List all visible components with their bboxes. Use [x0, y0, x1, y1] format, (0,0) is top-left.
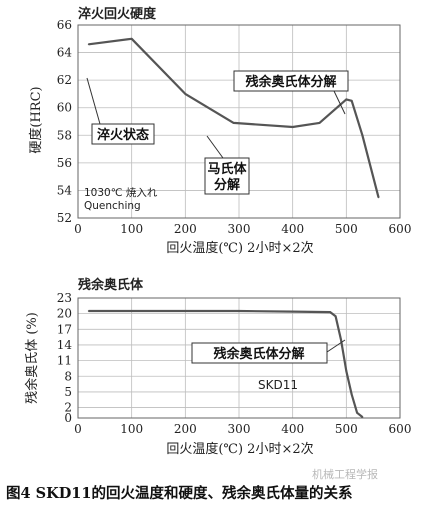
- figure-caption: 图4 SKD11的回火温度和硬度、残余奥氏体量的关系: [6, 484, 352, 502]
- y-tick-label: 66: [57, 18, 72, 32]
- annotation-skd11: SKD11: [258, 378, 298, 392]
- annotation-arrow-martensite: [206, 135, 224, 159]
- retained-austenite-chart: 残余奥氏体 0 100 200 300 400 500 60002581114172023 …: [24, 277, 411, 457]
- x-tick-label: 0: [74, 222, 82, 236]
- hardness-plot-frame: [77, 24, 401, 219]
- y-tick-label: 0: [64, 411, 72, 425]
- annotation-arrow-quenched: [86, 77, 101, 125]
- y-tick-label: 23: [57, 291, 72, 305]
- data-point: [329, 311, 332, 313]
- x-tick-label: 100: [120, 422, 143, 436]
- annotation-quench-temp: 1030℃ 焼入れ: [84, 187, 158, 199]
- ra-series: [87, 309, 364, 418]
- x-tick-label: 300: [228, 422, 251, 436]
- data-point: [291, 310, 294, 313]
- annotation-box-martensite: [204, 157, 250, 195]
- annotation-ra-decomp-bottom: 残余奥氏体分解: [213, 346, 304, 362]
- annotation-arrow-ra-top: [333, 90, 346, 115]
- annotation-box-ra-decomp-top: [233, 70, 349, 92]
- data-point: [350, 393, 353, 396]
- data-point: [130, 310, 133, 312]
- data-point: [334, 315, 337, 318]
- data-point: [356, 411, 358, 414]
- annotation-box-quenched: [91, 123, 155, 145]
- annotation-ra-decomp-top: 残余奥氏体分解: [245, 74, 336, 90]
- x-tick-label: 600: [389, 222, 412, 236]
- x-tick-label: 100: [120, 222, 143, 236]
- data-point: [340, 338, 342, 341]
- series-line: [88, 37, 380, 198]
- data-point: [345, 370, 348, 372]
- ra-chart-title: 残余奥氏体: [78, 277, 144, 293]
- y-tick-label: 56: [57, 156, 72, 170]
- x-tick-label: 300: [228, 222, 251, 236]
- y-tick-label: 62: [57, 73, 72, 87]
- ra-plot-frame: [77, 297, 401, 419]
- y-tick-label: 20: [57, 307, 72, 321]
- data-point: [184, 310, 187, 312]
- hardness-chart: 淬火回火硬度 0 100 200 300 400 500 600 52 54 56 58 60 62 64…: [28, 6, 411, 256]
- data-point: [87, 310, 90, 312]
- x-tick-label: 500: [335, 422, 358, 436]
- y-tick-label: 2: [64, 401, 72, 415]
- y-tick-label: 11: [57, 354, 72, 368]
- y-tick-label: 58: [57, 128, 72, 142]
- y-tick-label: 52: [57, 211, 72, 225]
- data-point: [87, 43, 90, 46]
- ra-y-label: 残余奥氏体 (%): [24, 312, 40, 404]
- annotation-quenched: 淬火状态: [97, 127, 149, 143]
- y-tick-label: 5: [64, 385, 72, 399]
- x-tick-label: 400: [281, 222, 304, 236]
- data-point: [345, 98, 348, 101]
- y-tick-label: 17: [57, 322, 72, 336]
- data-point: [318, 121, 321, 124]
- x-tick-label: 500: [335, 222, 358, 236]
- annotation-martensite-2: 分解: [214, 177, 240, 193]
- x-tick-label: 600: [389, 422, 412, 436]
- y-tick-label: 8: [64, 369, 72, 383]
- data-point: [361, 134, 364, 137]
- series-line: [88, 309, 364, 418]
- annotation-quenching: Quenching: [84, 200, 141, 212]
- hardness-chart-title: 淬火回火硬度: [78, 6, 157, 22]
- data-point: [361, 416, 364, 418]
- x-tick-label: 200: [174, 222, 197, 236]
- annotation-arrow-ra-bottom: [326, 339, 346, 353]
- hardness-ticks: 0 100 200 300 400 500 600 52 54 56 58 60 62 64 66: [57, 18, 412, 236]
- data-point: [130, 37, 133, 40]
- x-tick-label: 200: [174, 422, 197, 436]
- annotation-box-ra-decomp-bottom: [191, 342, 328, 364]
- y-tick-label: 60: [57, 101, 72, 115]
- hardness-y-label: 硬度(HRC): [28, 86, 44, 153]
- data-point: [291, 126, 294, 128]
- x-tick-label: 400: [281, 422, 304, 436]
- hardness-series: [87, 37, 380, 199]
- watermark: 机械工程学报: [312, 467, 378, 481]
- data-point: [350, 99, 353, 102]
- ra-x-label: 回火温度(℃) 2小时×2次: [166, 441, 313, 457]
- data-point: [232, 121, 235, 124]
- y-tick-label: 14: [57, 338, 73, 352]
- y-tick-label: 64: [57, 46, 73, 60]
- annotation-martensite-1: 马氏体: [207, 161, 247, 177]
- y-tick-label: 54: [57, 183, 73, 197]
- data-point: [184, 93, 187, 95]
- hardness-x-label: 回火温度(℃) 2小时×2次: [166, 240, 313, 256]
- x-tick-label: 0: [74, 422, 82, 436]
- data-point: [377, 196, 380, 199]
- data-point: [238, 310, 240, 312]
